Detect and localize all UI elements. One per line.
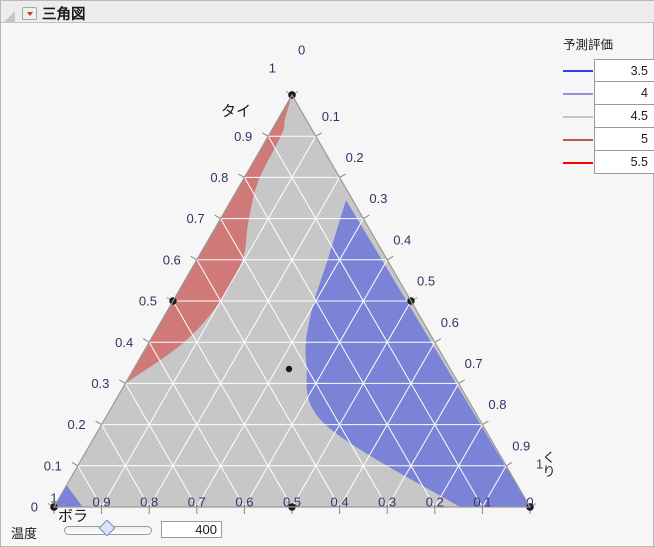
svg-text:0.6: 0.6 <box>163 252 181 267</box>
svg-text:0.2: 0.2 <box>346 150 364 165</box>
svg-text:0.9: 0.9 <box>234 129 252 144</box>
svg-text:く: く <box>542 450 555 465</box>
svg-text:0.5: 0.5 <box>417 274 435 289</box>
svg-text:0.7: 0.7 <box>187 211 205 226</box>
svg-text:1: 1 <box>269 61 276 76</box>
svg-text:0.9: 0.9 <box>512 438 530 453</box>
svg-text:0.8: 0.8 <box>210 170 228 185</box>
svg-text:0.3: 0.3 <box>91 376 109 391</box>
svg-text:0.5: 0.5 <box>139 294 157 309</box>
svg-text:0.6: 0.6 <box>441 315 459 330</box>
svg-text:0.1: 0.1 <box>322 109 340 124</box>
svg-text:0.2: 0.2 <box>68 417 86 432</box>
svg-text:ボラ: ボラ <box>58 508 88 525</box>
svg-text:0: 0 <box>31 500 38 515</box>
svg-text:0.4: 0.4 <box>393 232 411 247</box>
svg-text:タイ: タイ <box>221 103 251 120</box>
svg-text:0.8: 0.8 <box>488 397 506 412</box>
svg-text:0.1: 0.1 <box>44 458 62 473</box>
svg-text:0.4: 0.4 <box>115 335 133 350</box>
svg-text:0.3: 0.3 <box>369 191 387 206</box>
svg-text:り: り <box>542 464 555 479</box>
svg-text:0.7: 0.7 <box>465 356 483 371</box>
svg-text:0: 0 <box>298 43 305 58</box>
